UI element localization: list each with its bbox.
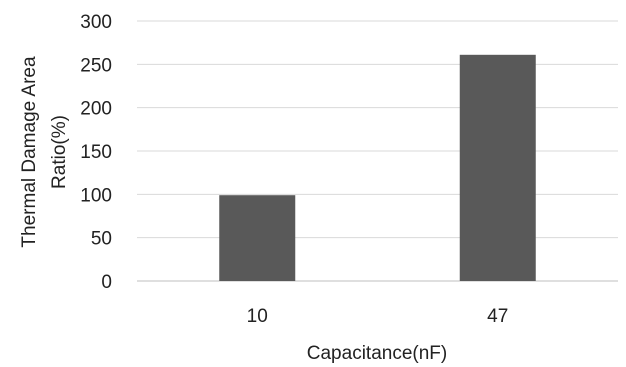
- x-tick-label: 10: [247, 306, 268, 327]
- y-tick-label: 200: [80, 99, 112, 120]
- y-tick-label: 100: [80, 185, 112, 206]
- y-tick-label: 0: [101, 272, 112, 293]
- gridlines: [137, 20, 618, 282]
- y-axis-title-line-1: Thermal Damage Area: [19, 56, 40, 248]
- bar: [219, 195, 296, 281]
- x-axis-ticks: 10 47: [247, 306, 509, 327]
- y-axis-ticks: 0 50 100 150 200 250 300: [80, 12, 112, 293]
- y-tick-label: 150: [80, 142, 112, 163]
- x-axis-title: Capacitance(nF): [307, 343, 447, 364]
- y-tick-label: 300: [80, 12, 112, 33]
- bars: [219, 54, 536, 281]
- y-axis-title-line-2: Ratio(%): [49, 115, 70, 189]
- y-tick-label: 250: [80, 55, 112, 76]
- y-axis-title: Thermal Damage Area Ratio(%): [19, 56, 70, 248]
- bar: [459, 54, 536, 281]
- y-tick-label: 50: [91, 229, 112, 250]
- x-tick-label: 47: [487, 306, 508, 327]
